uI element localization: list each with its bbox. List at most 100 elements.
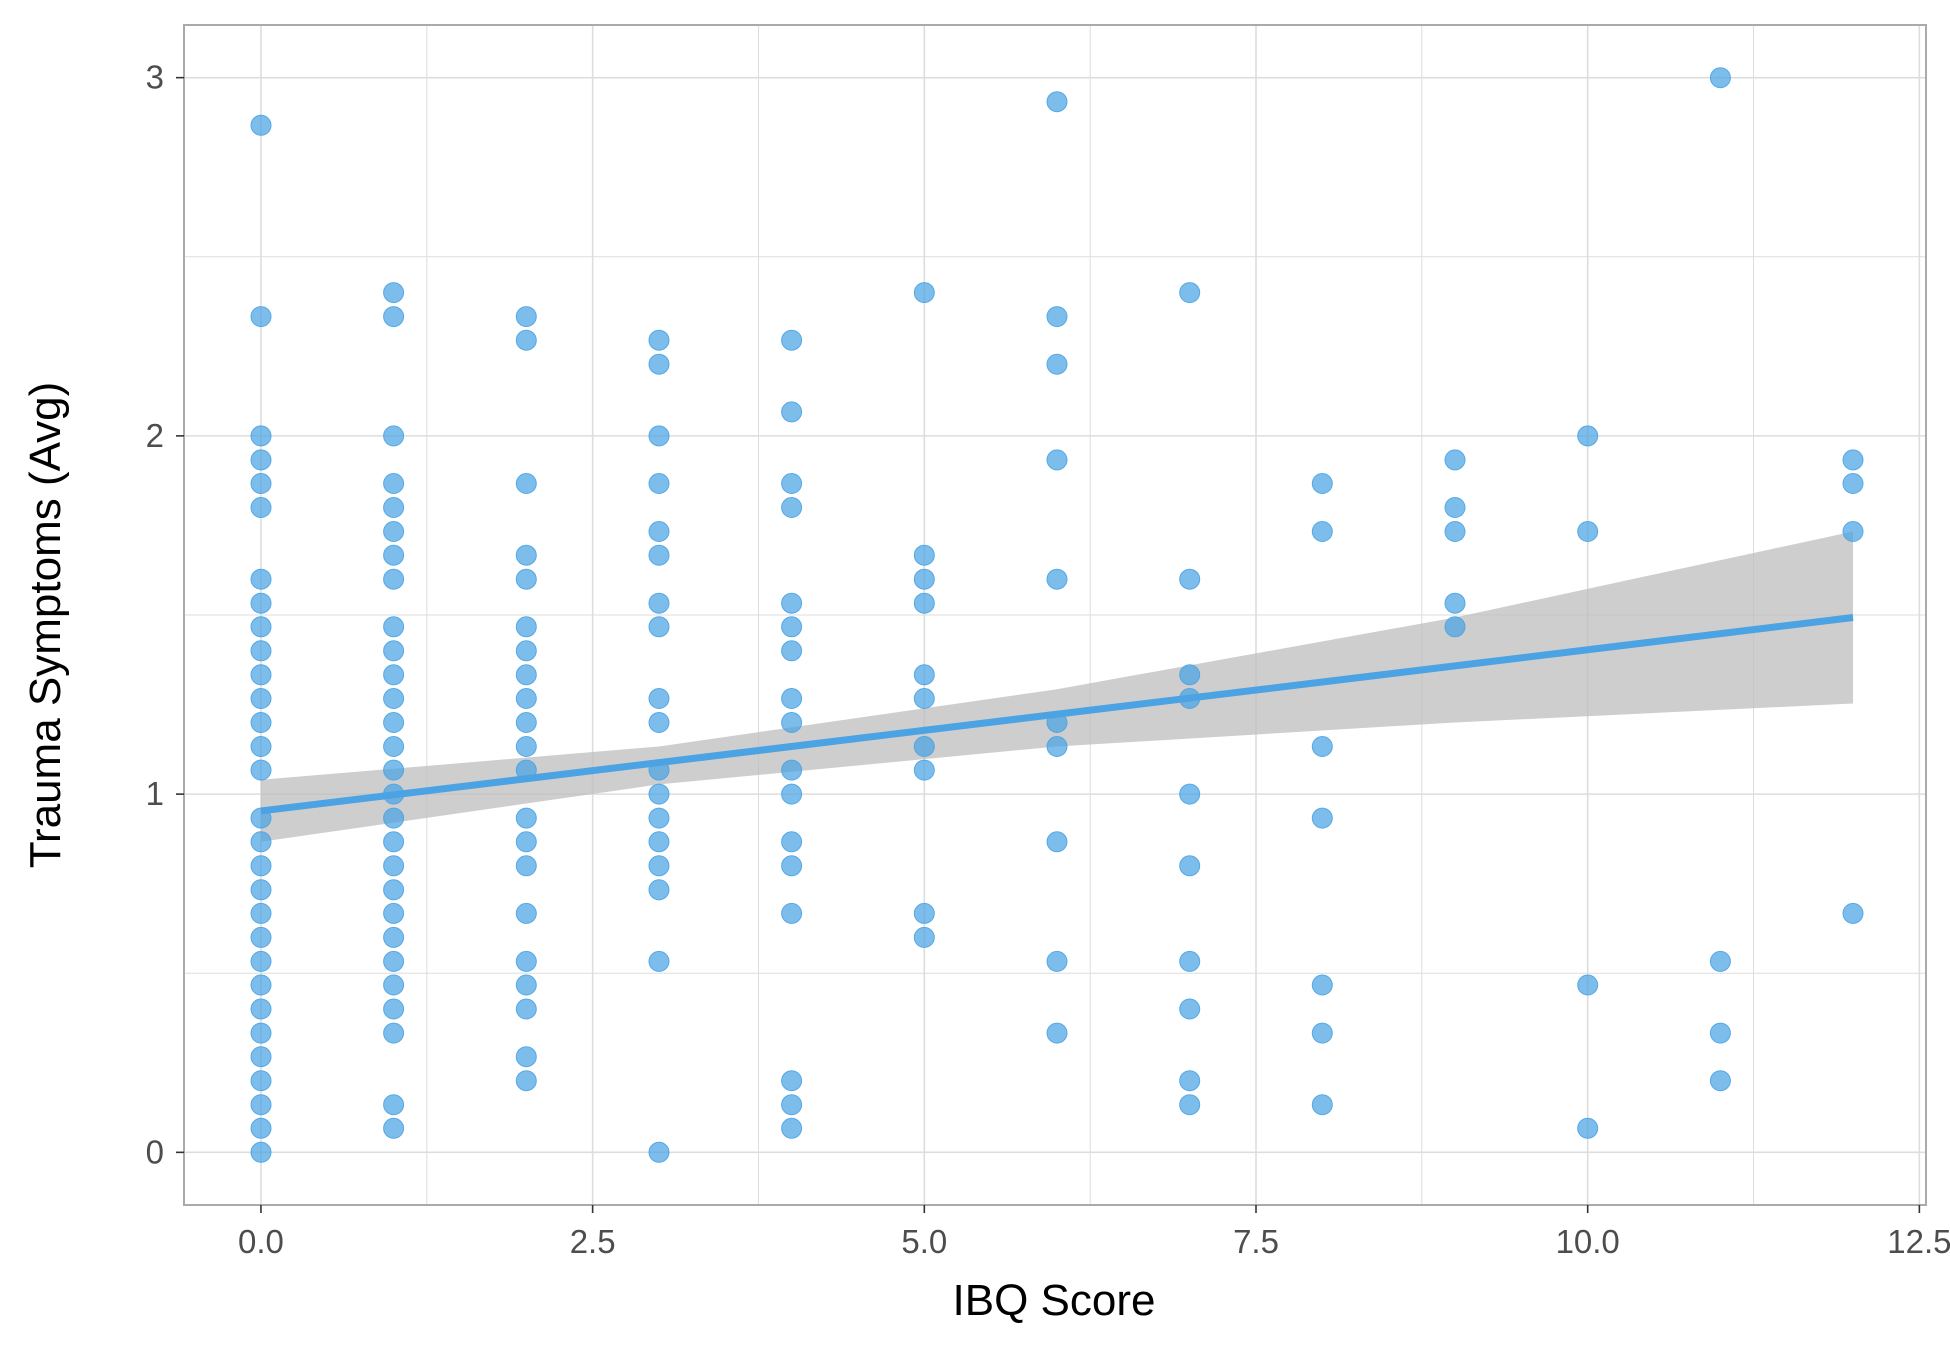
data-point [913, 544, 935, 566]
data-point [250, 473, 272, 494]
data-point [250, 1022, 272, 1044]
data-point [648, 521, 670, 542]
y-tick-label: 2 [146, 417, 164, 454]
data-point [515, 473, 537, 494]
x-tick-label: 5.0 [901, 1223, 947, 1260]
data-point [250, 616, 272, 638]
data-point [1842, 521, 1864, 542]
data-point [383, 926, 405, 948]
data-point [250, 568, 272, 590]
data-point [1444, 497, 1466, 518]
x-tick-label: 10.0 [1556, 1223, 1620, 1260]
data-point [648, 831, 670, 853]
data-point [1179, 950, 1201, 972]
data-point [648, 329, 670, 351]
panel-border [183, 24, 1927, 1206]
data-point [1179, 855, 1201, 877]
data-point [648, 425, 670, 447]
data-point [383, 759, 405, 781]
tick-marks [176, 76, 1921, 1213]
data-point [648, 616, 670, 638]
data-point [250, 1070, 272, 1092]
data-point [781, 329, 803, 351]
data-point [1709, 67, 1731, 89]
data-point [383, 855, 405, 877]
data-point [781, 688, 803, 709]
data-point [1577, 974, 1599, 996]
data-point [781, 831, 803, 853]
data-point [1709, 1070, 1731, 1092]
data-point [648, 879, 670, 901]
data-point [1046, 353, 1068, 375]
data-point [250, 712, 272, 733]
x-tick-labels: 0.0 2.5 5.0 7.5 10.0 12.5 [238, 1223, 1950, 1260]
y-tick-labels: 0 1 2 3 [146, 59, 164, 1171]
y-tick-label: 3 [146, 59, 164, 96]
data-point [383, 879, 405, 901]
data-point [383, 974, 405, 996]
data-point [383, 640, 405, 662]
data-point [1444, 449, 1466, 471]
data-point [781, 1070, 803, 1092]
data-point [250, 974, 272, 996]
data-point [383, 1022, 405, 1044]
data-point [383, 425, 405, 447]
data-point [515, 616, 537, 638]
data-point [250, 902, 272, 924]
data-point [515, 974, 537, 996]
data-point [913, 568, 935, 590]
data-point [515, 568, 537, 590]
data-point [515, 831, 537, 853]
data-point [781, 497, 803, 518]
data-point [383, 998, 405, 1020]
data-point [383, 616, 405, 638]
data-point [1311, 1022, 1333, 1044]
data-point [250, 879, 272, 901]
y-tick-label: 0 [146, 1133, 164, 1170]
data-point [1046, 568, 1068, 590]
data-point [648, 353, 670, 375]
data-point [1444, 521, 1466, 542]
data-point [515, 329, 537, 351]
data-point [1046, 950, 1068, 972]
data-point [1179, 568, 1201, 590]
data-point [515, 306, 537, 328]
data-point [383, 831, 405, 853]
data-point [383, 664, 405, 686]
data-point [648, 473, 670, 494]
data-point [250, 736, 272, 757]
data-point [648, 592, 670, 614]
data-point [250, 306, 272, 328]
data-point [1709, 950, 1731, 972]
x-tick-label: 0.0 [238, 1223, 284, 1260]
data-point [648, 950, 670, 972]
data-point [1842, 473, 1864, 494]
data-point [781, 592, 803, 614]
data-point [781, 1117, 803, 1139]
y-axis-title: Trauma Symptoms (Avg) [21, 382, 70, 869]
data-point [515, 807, 537, 829]
x-axis-title: IBQ Score [953, 1276, 1156, 1325]
data-point [250, 1117, 272, 1139]
data-point [515, 855, 537, 877]
data-point [1311, 473, 1333, 494]
data-point [383, 688, 405, 709]
data-point [250, 664, 272, 686]
data-point [913, 282, 935, 304]
fit-line-layer [260, 614, 1854, 815]
data-point [648, 855, 670, 877]
data-point [913, 902, 935, 924]
data-point [250, 950, 272, 972]
data-point [515, 712, 537, 733]
data-point [648, 807, 670, 829]
data-point [1046, 91, 1068, 113]
data-point [250, 926, 272, 948]
data-point [1179, 1070, 1201, 1092]
data-point [515, 640, 537, 662]
data-point [515, 902, 537, 924]
data-point [1179, 783, 1201, 805]
data-point [648, 544, 670, 566]
data-point [383, 1094, 405, 1116]
data-point [383, 521, 405, 542]
